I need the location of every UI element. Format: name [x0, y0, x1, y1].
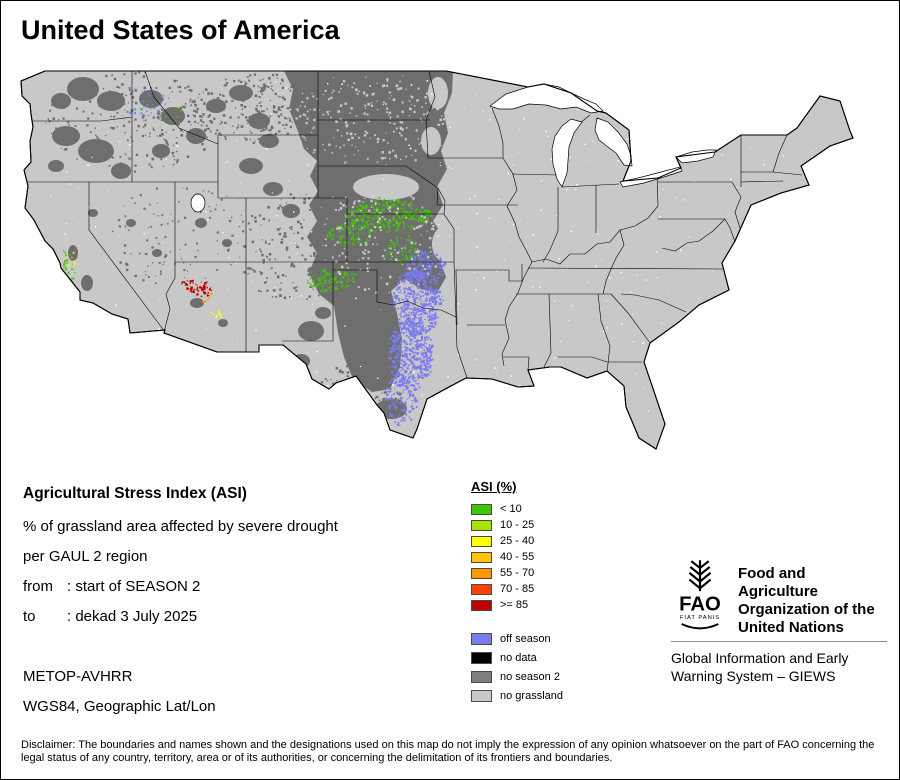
legend-label: 10 - 25 [500, 519, 535, 531]
legend-swatch [471, 670, 492, 683]
fao-org-name: Food and Agriculture Organization of the… [738, 565, 889, 637]
legend-row: 55 - 70 [471, 565, 621, 581]
legend-label: >= 85 [500, 599, 529, 611]
legend-label: no data [500, 651, 537, 664]
legend-label: 55 - 70 [500, 567, 535, 579]
legend-row: 10 - 25 [471, 517, 621, 533]
legend-row: >= 85 [471, 597, 621, 613]
legend-row: 25 - 40 [471, 533, 621, 549]
legend-label: 25 - 40 [500, 535, 535, 547]
lake-erie [619, 166, 683, 188]
info-to-label: to [23, 608, 36, 625]
disclaimer: Disclaimer: The boundaries and names sho… [21, 739, 875, 764]
legend-swatch [471, 632, 492, 645]
giews-name: Global Information and Early Warning Sys… [671, 649, 848, 685]
info-sensor: METOP-AVHRR [23, 668, 133, 685]
fao-divider [671, 641, 887, 642]
legend-label: < 10 [500, 503, 522, 515]
wheat-ear-icon [688, 560, 712, 592]
legend-asi-classes: < 10 10 - 25 25 - 40 40 - 55 [471, 501, 621, 613]
legend-label: off season [500, 632, 551, 645]
info-to-value: : dekad 3 July 2025 [67, 608, 198, 625]
lake-huron [594, 117, 633, 167]
fao-org-line: Organization of the [738, 601, 875, 618]
info-region: per GAUL 2 region [23, 548, 148, 565]
info-from-value: : start of SEASON 2 [67, 578, 201, 595]
asi-legend: ASI (%) < 10 10 - 25 25 - 40 [471, 479, 621, 705]
legend-swatch [471, 689, 492, 702]
info-projection: WGS84, Geographic Lat/Lon [23, 698, 216, 715]
legend-label: 40 - 55 [500, 551, 535, 563]
fao-motto-text: FIAT PANIS [680, 615, 720, 621]
legend-row: off season [471, 629, 621, 648]
legend-swatch [471, 651, 492, 664]
legend-swatch [471, 583, 492, 595]
legend-extra-classes: off season no data no season 2 no grassl… [471, 629, 621, 705]
legend-row: no data [471, 648, 621, 667]
legend-row: no grassland [471, 686, 621, 705]
info-heading: Agricultural Stress Index (ASI) [23, 485, 247, 502]
legend-row: no season 2 [471, 667, 621, 686]
us-map [20, 70, 854, 450]
giews-line: Warning System – GIEWS [671, 668, 836, 684]
speckle-layer [21, 71, 851, 449]
great-salt-lake [190, 193, 206, 213]
lake-michigan [551, 118, 583, 188]
info-from: from : start of SEASON 2 [23, 578, 200, 595]
page-title: United States of America [21, 15, 340, 45]
legend-row: 70 - 85 [471, 581, 621, 597]
legend-label: no grassland [500, 689, 563, 702]
laurel-arc-icon [681, 623, 719, 630]
legend-swatch [471, 551, 492, 563]
legend-row: 40 - 55 [471, 549, 621, 565]
legend-row: < 10 [471, 501, 621, 517]
us-outline [20, 70, 854, 450]
legend-label: 70 - 85 [500, 583, 535, 595]
legend-title: ASI (%) [471, 479, 517, 494]
state-boundaries [28, 71, 803, 379]
info-to: to : dekad 3 July 2025 [23, 608, 197, 625]
fao-org-line: United Nations [738, 619, 844, 636]
legend-swatch [471, 535, 492, 547]
map-info: Agricultural Stress Index (ASI) % of gra… [23, 485, 463, 735]
legend-swatch [471, 567, 492, 579]
fao-logo-text: FAO [679, 594, 721, 616]
info-description: % of grassland area affected by severe d… [23, 518, 338, 535]
info-from-label: from [23, 578, 53, 595]
legend-swatch [471, 503, 492, 515]
legend-swatch [471, 599, 492, 611]
legend-swatch [471, 519, 492, 531]
fao-org-line: Food and Agriculture [738, 565, 819, 600]
fao-logo-icon: FAO FIAT PANIS [679, 560, 721, 630]
giews-line: Global Information and Early [671, 650, 849, 666]
legend-label: no season 2 [500, 670, 560, 683]
